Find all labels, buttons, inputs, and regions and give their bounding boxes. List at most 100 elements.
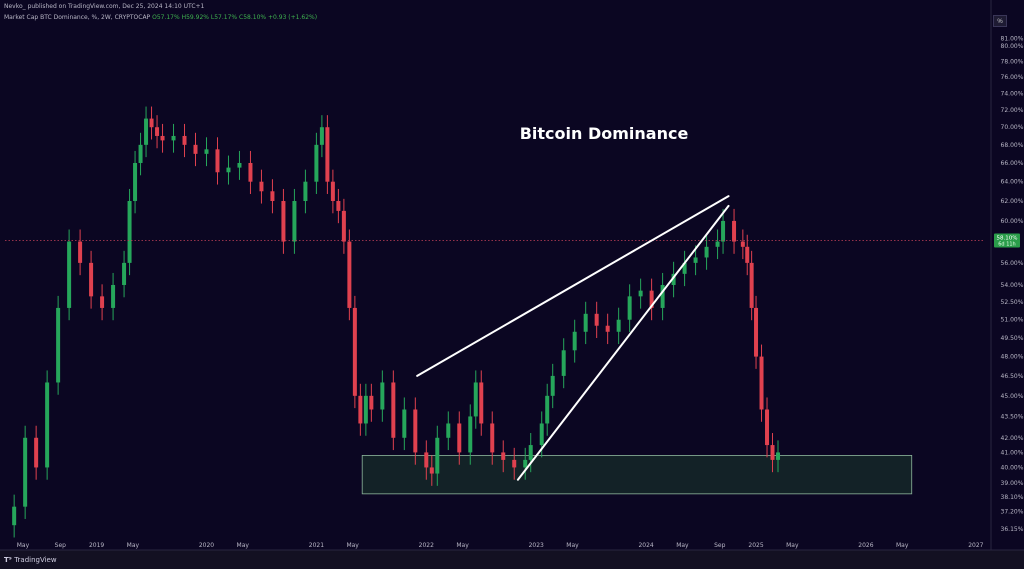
y-tick-label: 62.00% — [1001, 198, 1024, 205]
y-tick-label: 70.00% — [1001, 124, 1024, 131]
candle-body — [616, 319, 621, 332]
candle-body — [358, 395, 363, 424]
candle-body — [155, 127, 160, 136]
candle-body — [144, 118, 149, 145]
candle-body — [204, 149, 209, 154]
price-badge — [994, 233, 1020, 248]
y-tick-label: 80.00% — [1001, 43, 1024, 50]
candle-body — [127, 200, 132, 263]
x-tick-label: May — [896, 542, 909, 549]
candle-body — [435, 437, 440, 474]
y-tick-label: 64.00% — [1001, 179, 1024, 186]
candle-body — [369, 395, 374, 410]
candle-body — [303, 181, 308, 201]
x-tick-label: 2022 — [419, 542, 434, 549]
y-tick-label: 72.00% — [1001, 107, 1024, 114]
candle-body — [776, 452, 781, 460]
candle-body — [512, 459, 517, 468]
x-tick-label: May — [237, 542, 250, 549]
candle-body — [594, 313, 599, 326]
candle-body — [237, 162, 242, 168]
percent-scale-button[interactable]: % — [993, 15, 1007, 27]
y-tick-label: 74.00% — [1001, 90, 1024, 97]
candle-body — [759, 356, 764, 410]
candle-body — [12, 506, 17, 526]
x-tick-label: May — [346, 542, 359, 549]
candle-body — [391, 382, 396, 438]
y-tick-label: 81.00% — [1001, 35, 1024, 42]
x-tick-label: Sep — [55, 542, 67, 549]
wedge-upper-line — [416, 195, 730, 377]
candle-body — [89, 262, 94, 297]
candle-body — [479, 382, 484, 424]
candle-body — [473, 382, 478, 417]
candle-body — [330, 181, 335, 201]
y-tick-label: 41.00% — [1001, 449, 1024, 456]
x-tick-label: May — [676, 542, 689, 549]
candle-body — [67, 241, 72, 308]
footer-bar — [0, 550, 1024, 569]
x-tick-label: 2020 — [199, 542, 214, 549]
candle-body — [501, 452, 506, 460]
candle-body — [45, 382, 50, 468]
candle-body — [749, 262, 754, 308]
candle-body — [490, 423, 495, 453]
price-badge-countdown: 6d 11h — [998, 241, 1015, 247]
candle-body — [34, 437, 39, 468]
candle-body — [193, 144, 198, 154]
candle-body — [561, 350, 566, 376]
candle-body — [671, 273, 676, 285]
candle-body — [732, 220, 737, 242]
symbol-line: Market Cap BTC Dominance, %, 2W, CRYPTOC… — [4, 14, 151, 21]
candle-body — [347, 241, 352, 308]
y-tick-label: 43.50% — [1001, 413, 1024, 420]
candle-body — [754, 307, 759, 357]
x-tick-label: 2024 — [638, 542, 653, 549]
candle-body — [740, 241, 745, 247]
candle-body — [660, 284, 665, 308]
candle-body — [182, 135, 187, 145]
y-tick-label: 37.20% — [1001, 509, 1024, 516]
wedge-lower-line — [516, 204, 730, 481]
support-zone — [361, 455, 913, 495]
candle-body — [523, 459, 528, 468]
candle-body — [572, 331, 577, 351]
y-tick-label: 76.00% — [1001, 74, 1024, 81]
y-tick-label: 66.00% — [1001, 160, 1024, 167]
y-tick-label: 46.50% — [1001, 373, 1024, 380]
x-tick-label: 2023 — [529, 542, 544, 549]
candle-body — [149, 118, 154, 128]
x-tick-label: 2026 — [858, 542, 873, 549]
x-tick-label: 2025 — [748, 542, 763, 549]
y-tick-label: 56.00% — [1001, 260, 1024, 267]
candle-body — [248, 162, 253, 182]
candle-body — [638, 290, 643, 297]
x-tick-label: May — [566, 542, 579, 549]
tv-glyph-icon: T⁹ — [4, 556, 15, 564]
y-tick-label: 52.50% — [1001, 299, 1024, 306]
x-tick-label: May — [786, 542, 799, 549]
price-badge-value: 58.10% — [997, 235, 1018, 241]
candle-body — [745, 246, 750, 263]
ohlc-values: O57.17% H59.92% L57.17% C58.10% +0.93 (+… — [152, 14, 318, 21]
x-tick-label: May — [17, 542, 30, 549]
candle-body — [583, 313, 588, 332]
candle-body — [528, 445, 533, 460]
y-tick-label: 36.15% — [1001, 526, 1024, 533]
candle-body — [693, 257, 698, 263]
candle-body — [314, 144, 319, 182]
candle-body — [446, 423, 451, 438]
candle-body — [424, 452, 429, 468]
y-tick-label: 78.00% — [1001, 58, 1024, 65]
candle-body — [259, 181, 264, 192]
candle-body — [215, 149, 220, 173]
candle-body — [56, 307, 61, 383]
candle-body — [468, 416, 473, 453]
candle-body — [122, 262, 127, 285]
candle-body — [292, 200, 297, 242]
candle-body — [413, 409, 418, 453]
candle-body — [715, 241, 720, 247]
candle-body — [765, 409, 770, 446]
candle-body — [111, 284, 116, 308]
